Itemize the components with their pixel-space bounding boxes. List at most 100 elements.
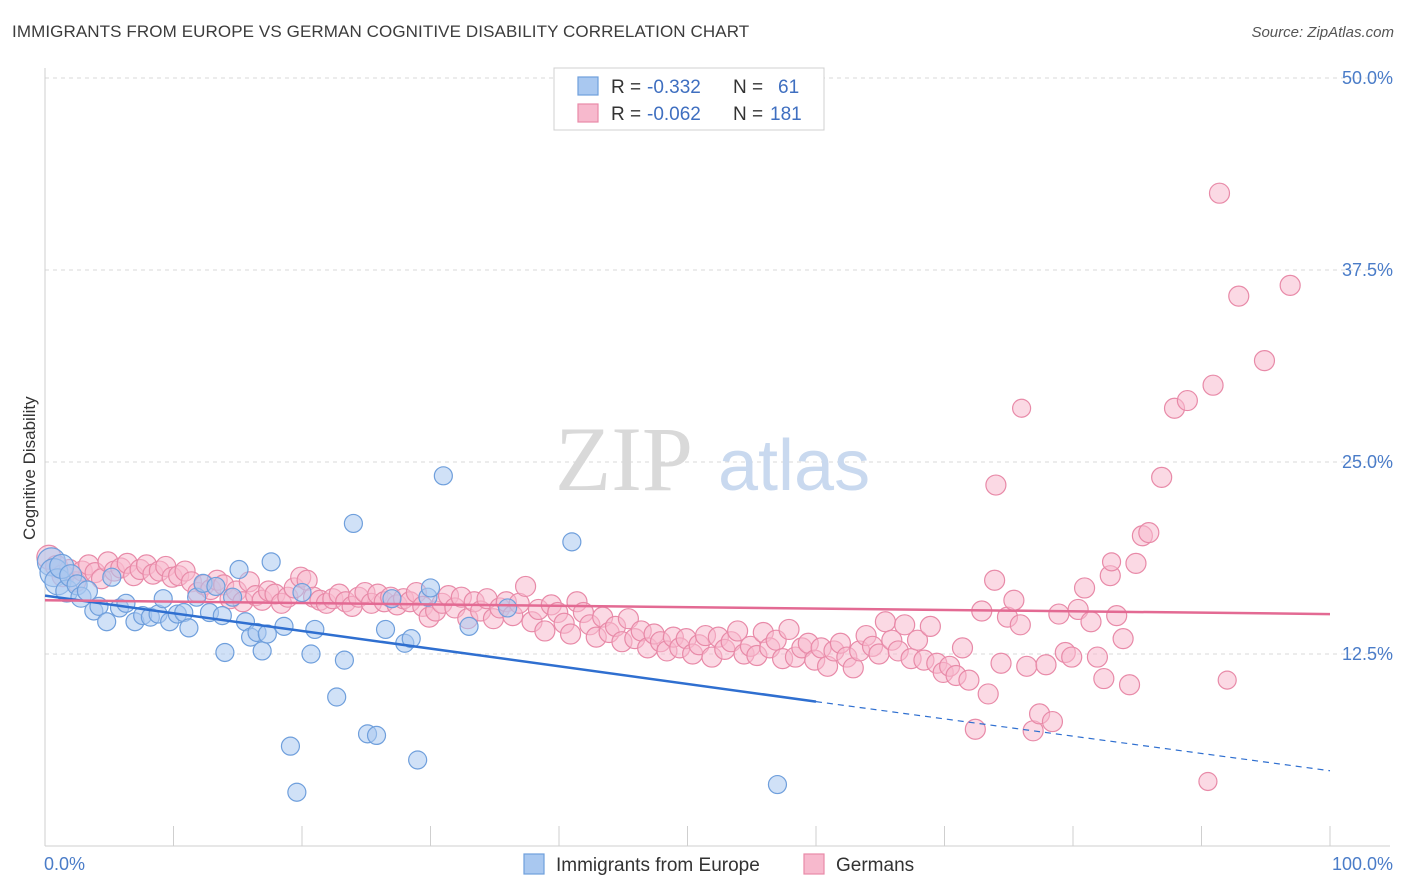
axes	[44, 68, 1390, 847]
y-tick-label-1: 25.0%	[1342, 452, 1393, 472]
legend-swatch-germans	[577, 103, 599, 123]
germans-point-157	[1048, 603, 1070, 625]
legend-bottom-label-europe: Immigrants from Europe	[556, 855, 760, 876]
europe-point-31	[229, 559, 249, 580]
germans-point-172	[1151, 466, 1173, 488]
germans-point-133	[894, 614, 916, 636]
trend-line-europe-extension	[815, 701, 1331, 772]
chart-title: IMMIGRANTS FROM EUROPE VS GERMAN COGNITI…	[12, 22, 750, 41]
europe-point-60	[767, 774, 788, 795]
europe-point-57	[459, 616, 479, 636]
legend-n-label-germans: N =	[733, 104, 763, 125]
germans-point-167	[1112, 628, 1134, 650]
europe-point-23	[179, 618, 199, 638]
europe-point-52	[401, 629, 421, 649]
germans-point-144	[964, 718, 986, 740]
legend-n-value-europe: 61	[778, 77, 799, 98]
germans-point-146	[977, 683, 999, 705]
legend-bottom-label-germans: Germans	[836, 855, 914, 876]
germans-point-155	[1035, 654, 1057, 676]
trend-lines	[44, 594, 1331, 772]
germans-point-160	[1067, 598, 1089, 621]
europe-point-53	[408, 750, 428, 770]
germans-point-163	[1086, 646, 1109, 668]
germans-point-152	[1016, 655, 1038, 677]
europe-point-40	[287, 782, 307, 802]
europe-point-56	[433, 466, 453, 486]
chart-source: Source: ZipAtlas.com	[1251, 24, 1394, 41]
germans-point-156	[1041, 710, 1064, 733]
europe-point-29	[215, 642, 235, 663]
legend-bottom-swatch-germans	[803, 853, 825, 875]
legend-r-value-germans: -0.062	[647, 104, 701, 125]
germans-point-148	[990, 652, 1012, 674]
germans-point-182	[1101, 552, 1122, 572]
germans-point-177	[1228, 285, 1250, 307]
germans-point-81	[559, 623, 582, 645]
germans-point-77	[534, 620, 556, 642]
germans-point-161	[1073, 577, 1096, 599]
germans-point-115	[778, 618, 800, 641]
watermark: ZIP atlas	[555, 408, 870, 510]
germans-point-162	[1080, 611, 1102, 633]
europe-point-44	[327, 687, 347, 707]
europe-point-37	[261, 552, 281, 572]
europe-point-41	[292, 582, 312, 603]
europe-point-11	[97, 612, 117, 632]
europe-point-14	[116, 593, 136, 613]
germans-point-178	[1253, 350, 1276, 372]
watermark-zip: ZIP	[555, 408, 693, 510]
germans-point-159	[1061, 646, 1083, 668]
germans-point-151	[1009, 614, 1031, 636]
germans-point-171	[1138, 522, 1160, 544]
germans-point-169	[1125, 552, 1147, 574]
germans-point-164	[1093, 667, 1115, 690]
europe-point-35	[252, 641, 272, 661]
europe-point-58	[498, 598, 518, 618]
europe-point-48	[366, 725, 387, 746]
legend-r-value-europe: -0.332	[647, 77, 701, 98]
germans-point-180	[985, 474, 1007, 496]
europe-point-55	[420, 578, 441, 598]
germans-point-183	[1198, 771, 1218, 792]
germans-point-174	[1176, 389, 1198, 412]
germans-point-181	[1011, 398, 1032, 418]
europe-point-12	[102, 567, 122, 587]
series-legend: Immigrants from Europe Germans	[523, 853, 914, 876]
y-axis-title: Cognitive Disability	[20, 396, 39, 540]
y-tick-labels: 12.5% 25.0% 37.5% 50.0%	[1342, 68, 1393, 664]
europe-point-38	[274, 616, 294, 636]
germans-point-142	[951, 637, 974, 659]
europe-point-45	[334, 650, 355, 670]
europe-point-27	[206, 576, 226, 597]
y-tick-label-0: 12.5%	[1342, 644, 1393, 664]
germans-point-107	[727, 620, 749, 642]
germans-point-147	[984, 569, 1006, 591]
trend-line-germans	[44, 598, 1331, 616]
germans-point-135	[906, 629, 929, 651]
legend-r-label-germans: R =	[611, 104, 641, 125]
europe-point-39	[280, 736, 301, 756]
europe-point-59	[562, 532, 582, 552]
series-europe-points	[36, 466, 788, 802]
legend-bottom-swatch-europe	[523, 853, 545, 875]
germans-point-176	[1208, 182, 1231, 204]
watermark-atlas: atlas	[718, 426, 870, 506]
germans-point-166	[1106, 604, 1128, 627]
europe-point-42	[301, 644, 321, 664]
germans-point-150	[1003, 589, 1025, 611]
y-tick-label-2: 37.5%	[1342, 260, 1393, 280]
germans-point-168	[1118, 674, 1141, 696]
correlation-legend: R = -0.332 N = 61 R = -0.062 N = 181	[553, 67, 825, 131]
germans-point-137	[919, 615, 941, 637]
legend-r-label-europe: R =	[611, 77, 641, 98]
legend-n-label-europe: N =	[733, 77, 763, 98]
germans-point-90	[617, 608, 639, 630]
europe-point-43	[305, 619, 325, 640]
germans-point-179	[1279, 274, 1301, 296]
legend-swatch-europe	[577, 76, 599, 96]
trend-line-europe	[44, 594, 817, 703]
germans-point-130	[874, 611, 896, 633]
x-tick-label-1: 100.0%	[1332, 854, 1393, 874]
